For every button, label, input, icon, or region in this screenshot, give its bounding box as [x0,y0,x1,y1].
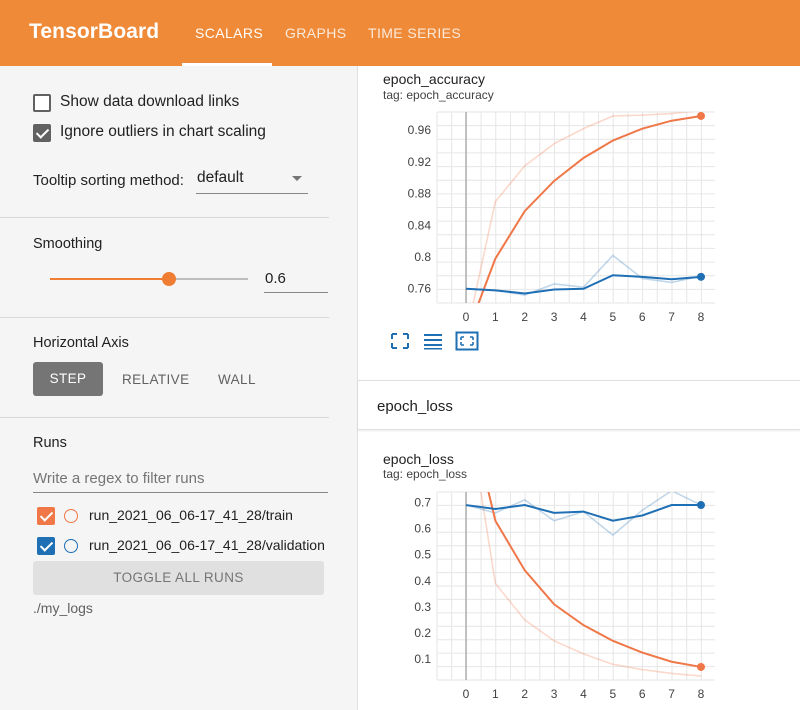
run-train-checkbox[interactable] [37,507,55,525]
smoothing-slider-thumb[interactable] [161,272,176,286]
y-tick-label: 0.76 [408,282,432,296]
series-endpoint-train [697,111,705,120]
ignore-outliers-checkbox[interactable] [33,124,51,142]
y-tick-label: 0.4 [414,574,431,588]
y-tick-label: 0.1 [414,652,431,666]
tooltip-sorting-value: default [197,169,244,186]
run-train-color-icon[interactable] [64,509,78,523]
y-tick-label: 0.7 [414,495,431,509]
x-tick-label: 8 [698,310,705,324]
x-tick-label: 5 [610,310,617,324]
x-tick-label: 0 [463,310,470,324]
tab-time-series[interactable]: TIME SERIES [368,25,462,41]
accuracy-chart[interactable]: 0.76 0.8 0.84 0.88 0.92 0.96 0 1 2 3 4 5 6 7 8 [358,100,800,332]
tab-scalars[interactable]: SCALARS [195,25,264,41]
series-smoothed-line-validation [465,504,701,522]
chart-grid [436,111,715,304]
tab-graphs[interactable]: GRAPHS [285,25,347,41]
loss-chart-tag: tag: epoch_loss [383,467,468,481]
loss-chart[interactable]: 0.1 0.2 0.3 0.4 0.5 0.6 0.7 0 1 2 3 4 5 6 7 8 [358,480,800,708]
ignore-outliers-label[interactable]: Ignore outliers in chart scaling [60,123,266,140]
x-tick-label: 0 [463,687,470,701]
x-tick-label: 5 [610,687,617,701]
x-tick-label: 6 [639,310,646,324]
x-tick-label: 2 [521,687,528,701]
x-tick-label: 4 [580,310,587,324]
toggle-y-log-icon[interactable] [422,331,444,351]
run-validation-checkbox[interactable] [37,537,55,555]
app-title: TensorBoard [29,20,160,43]
smoothing-slider-fill [50,278,169,280]
axis-relative-button[interactable]: RELATIVE [122,372,190,387]
series-raw-line-train [472,112,694,303]
dropdown-caret-icon [292,176,302,181]
loss-section-header[interactable]: epoch_loss [358,380,800,430]
loss-chart-title: epoch_loss [383,451,454,467]
tooltip-sorting-label: Tooltip sorting method: [33,172,184,189]
axis-wall-button[interactable]: WALL [218,372,256,387]
tooltip-sorting-select[interactable]: default [196,164,308,194]
x-tick-label: 8 [698,687,705,701]
y-tick-label: 0.84 [408,218,432,232]
y-tick-label: 0.8 [414,250,431,264]
y-tick-label: 0.5 [414,548,431,562]
chart-grid [436,491,715,681]
accuracy-chart-tag: tag: epoch_accuracy [383,88,494,102]
toggle-all-runs-button[interactable]: TOGGLE ALL RUNS [33,561,324,595]
series-endpoint-validation [697,272,705,281]
run-filter-input[interactable]: Write a regex to filter runs [33,466,328,493]
run-train-label: run_2021_06_06-17_41_28/train [89,507,293,523]
x-tick-label: 3 [551,687,558,701]
series-smoothed-line-validation [465,274,702,295]
fullscreen-icon[interactable] [389,331,411,351]
divider [0,417,329,418]
runs-title: Runs [33,435,67,451]
smoothing-value: 0.6 [265,270,286,287]
y-tick-label: 0.92 [408,155,432,169]
run-validation-label: run_2021_06_06-17_41_28/validation [89,537,325,553]
horizontal-axis-title: Horizontal Axis [33,335,129,351]
series-smoothed-line-train [477,114,702,303]
smoothing-title: Smoothing [33,236,103,252]
y-tick-label: 0.96 [408,123,432,137]
x-tick-label: 6 [639,687,646,701]
divider [0,317,329,318]
accuracy-chart-title: epoch_accuracy [383,71,485,87]
smoothing-input[interactable]: 0.6 [264,266,328,293]
x-tick-label: 2 [521,310,528,324]
y-tick-label: 0.2 [414,626,431,640]
top-app-bar: TensorBoard SCALARS GRAPHS TIME SERIES [0,0,800,66]
y-tick-label: 0.3 [414,600,431,614]
y-tick-label: 0.6 [414,522,431,536]
series-raw-line-train [480,492,702,677]
run-validation-color-icon[interactable] [64,539,78,553]
active-tab-indicator [182,63,272,66]
series-endpoint-validation [697,501,705,510]
x-tick-label: 3 [551,310,558,324]
x-tick-label: 1 [492,310,499,324]
divider [0,217,329,218]
axis-step-button[interactable]: STEP [33,362,103,396]
y-tick-label: 0.88 [408,187,432,201]
log-directory: ./my_logs [33,600,93,616]
x-tick-label: 7 [668,310,675,324]
x-tick-label: 4 [580,687,587,701]
show-download-links-label[interactable]: Show data download links [60,93,240,110]
series-endpoint-train [697,662,705,671]
loss-section-title: epoch_loss [377,398,453,415]
show-download-links-checkbox[interactable] [33,94,51,112]
fit-domain-icon[interactable] [455,331,479,351]
x-tick-label: 7 [668,687,675,701]
run-filter-placeholder: Write a regex to filter runs [33,470,205,487]
x-tick-label: 1 [492,687,499,701]
series-smoothed-line-train [487,492,702,668]
